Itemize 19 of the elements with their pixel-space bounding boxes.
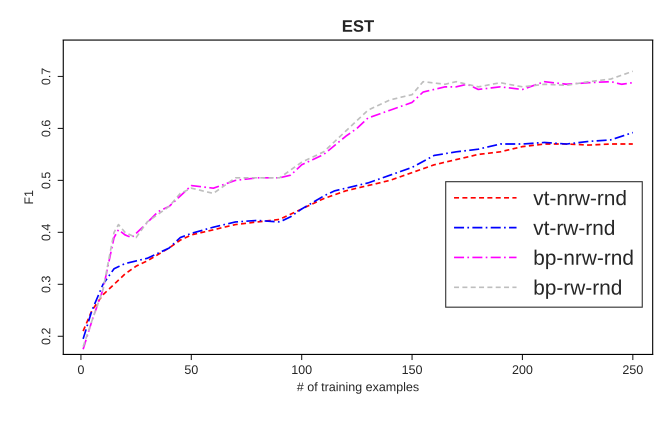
x-tick-label: 50 [184,365,198,374]
y-tick-label: 0.7 [42,68,50,85]
x-tick-label: 0 [78,365,84,374]
x-tick-label: 150 [402,365,422,374]
x-axis-title: # of training examples [296,382,419,394]
y-tick-label: 0.4 [42,224,50,241]
y-tick-label: 0.3 [42,276,50,293]
legend-label: bp-nrw-rnd [534,250,633,270]
y-tick-label: 0.2 [42,328,50,344]
y-axis-title: F1 [24,190,34,204]
legend-label: bp-rw-rnd [534,279,622,299]
x-tick-label: 250 [623,365,643,374]
x-tick-label: 100 [292,365,312,374]
legend-label: vt-rw-rnd [533,220,614,236]
y-tick-label: 0.6 [42,120,50,137]
x-tick-label: 200 [512,365,532,374]
chart-title: EST [342,20,374,32]
legend-label: vt-nrw-rnd [533,190,626,206]
y-tick-label: 0.5 [42,172,50,189]
